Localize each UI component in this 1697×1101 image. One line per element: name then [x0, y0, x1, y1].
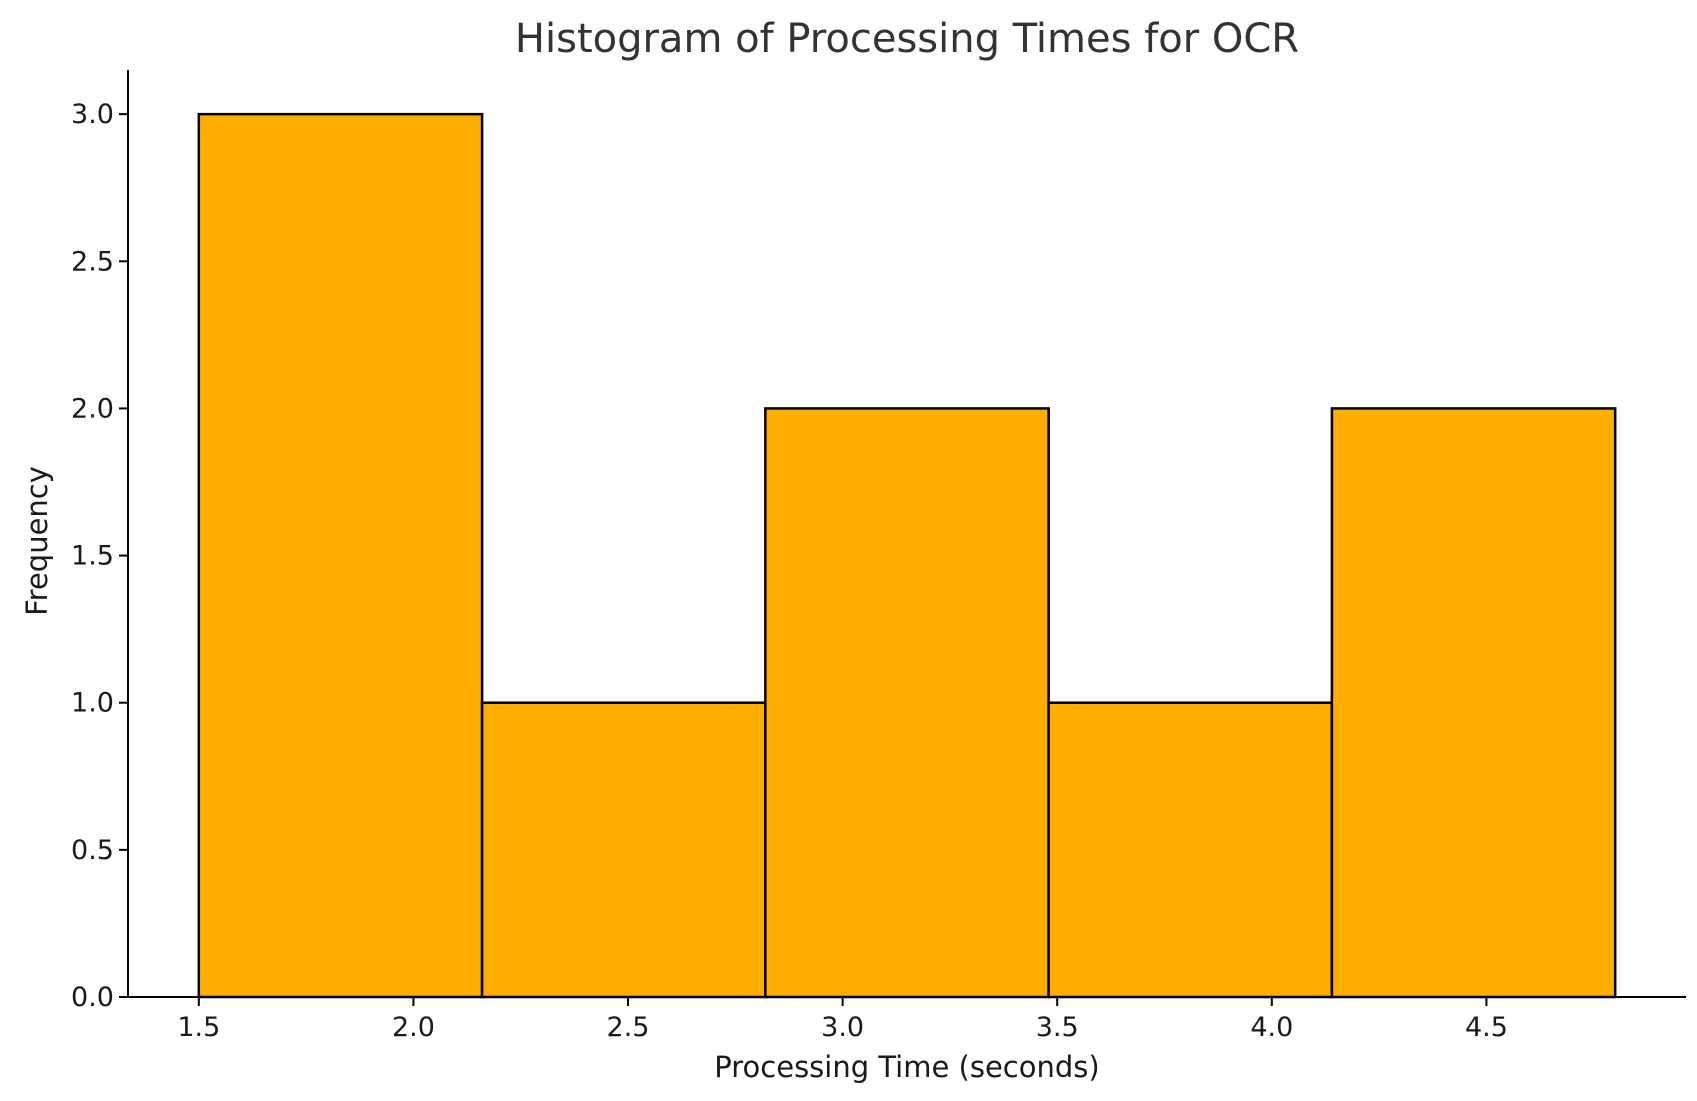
chart-title: Histogram of Processing Times for OCR: [515, 16, 1299, 62]
y-axis-label: Frequency: [20, 466, 54, 616]
y-tick-label-2: 1.0: [71, 688, 114, 719]
y-tick-label-0: 0.0: [71, 982, 114, 1013]
y-tick-label-3: 1.5: [71, 541, 114, 572]
x-tick-label-0: 1.5: [177, 1012, 220, 1043]
x-tick-label-6: 4.5: [1465, 1012, 1508, 1043]
axes-group: 1.5 2.0 2.5 3.0 3.5 4.0 4.5 0.0 0.5 1.0 1.5 2.0 2.5 3…: [71, 70, 1686, 1043]
x-tick-label-1: 2.0: [392, 1012, 435, 1043]
histogram-bar-3: [764, 407, 1050, 999]
y-tick-label-1: 0.5: [71, 835, 114, 866]
histogram-bar-1: [197, 112, 484, 999]
y-tick-label-6: 3.0: [71, 99, 114, 130]
y-tick-label-4: 2.0: [71, 393, 114, 424]
x-tick-label-5: 4.0: [1250, 1012, 1293, 1043]
histogram-bar-2: [480, 701, 767, 999]
histogram-bar-5: [1330, 407, 1617, 999]
bars-group: [197, 112, 1617, 999]
x-tick-label-3: 3.0: [821, 1012, 864, 1043]
y-tick-label-5: 2.5: [71, 246, 114, 277]
x-tick-label-4: 3.5: [1036, 1012, 1079, 1043]
x-axis-label: Processing Time (seconds): [714, 1050, 1099, 1084]
x-tick-label-2: 2.5: [607, 1012, 650, 1043]
histogram-bar-4: [1047, 701, 1334, 999]
